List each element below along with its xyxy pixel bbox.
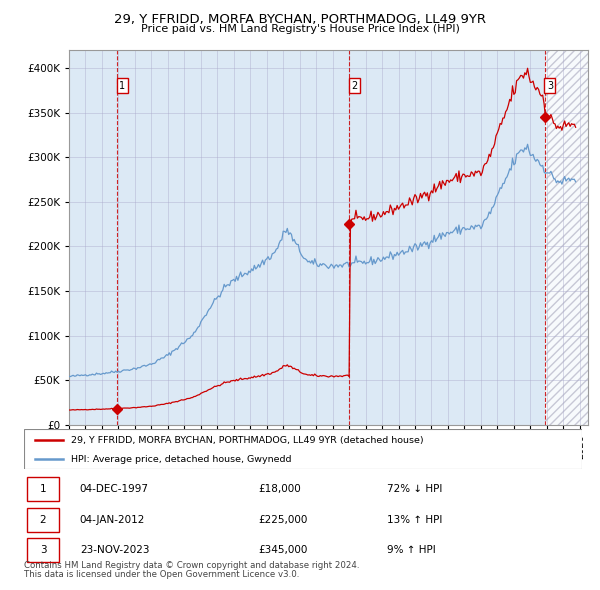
- FancyBboxPatch shape: [24, 429, 582, 469]
- Text: 04-JAN-2012: 04-JAN-2012: [80, 515, 145, 525]
- Text: 3: 3: [40, 545, 46, 555]
- Text: 2: 2: [351, 81, 358, 91]
- FancyBboxPatch shape: [27, 477, 59, 501]
- Text: 29, Y FFRIDD, MORFA BYCHAN, PORTHMADOG, LL49 9YR (detached house): 29, Y FFRIDD, MORFA BYCHAN, PORTHMADOG, …: [71, 435, 424, 445]
- Text: 72% ↓ HPI: 72% ↓ HPI: [387, 484, 442, 494]
- FancyBboxPatch shape: [27, 508, 59, 532]
- Text: 2: 2: [40, 515, 46, 525]
- Text: 29, Y FFRIDD, MORFA BYCHAN, PORTHMADOG, LL49 9YR: 29, Y FFRIDD, MORFA BYCHAN, PORTHMADOG, …: [114, 13, 486, 26]
- Text: 04-DEC-1997: 04-DEC-1997: [80, 484, 149, 494]
- Text: £225,000: £225,000: [259, 515, 308, 525]
- Text: 3: 3: [547, 81, 553, 91]
- Text: This data is licensed under the Open Government Licence v3.0.: This data is licensed under the Open Gov…: [24, 570, 299, 579]
- Text: 23-NOV-2023: 23-NOV-2023: [80, 545, 149, 555]
- Text: £18,000: £18,000: [259, 484, 301, 494]
- Text: 9% ↑ HPI: 9% ↑ HPI: [387, 545, 436, 555]
- Text: 1: 1: [119, 81, 125, 91]
- Text: HPI: Average price, detached house, Gwynedd: HPI: Average price, detached house, Gwyn…: [71, 454, 292, 464]
- FancyBboxPatch shape: [27, 538, 59, 562]
- Text: £345,000: £345,000: [259, 545, 308, 555]
- Bar: [545, 50, 588, 425]
- Text: Price paid vs. HM Land Registry's House Price Index (HPI): Price paid vs. HM Land Registry's House …: [140, 24, 460, 34]
- Text: 13% ↑ HPI: 13% ↑ HPI: [387, 515, 442, 525]
- Text: 1: 1: [40, 484, 46, 494]
- Text: Contains HM Land Registry data © Crown copyright and database right 2024.: Contains HM Land Registry data © Crown c…: [24, 560, 359, 569]
